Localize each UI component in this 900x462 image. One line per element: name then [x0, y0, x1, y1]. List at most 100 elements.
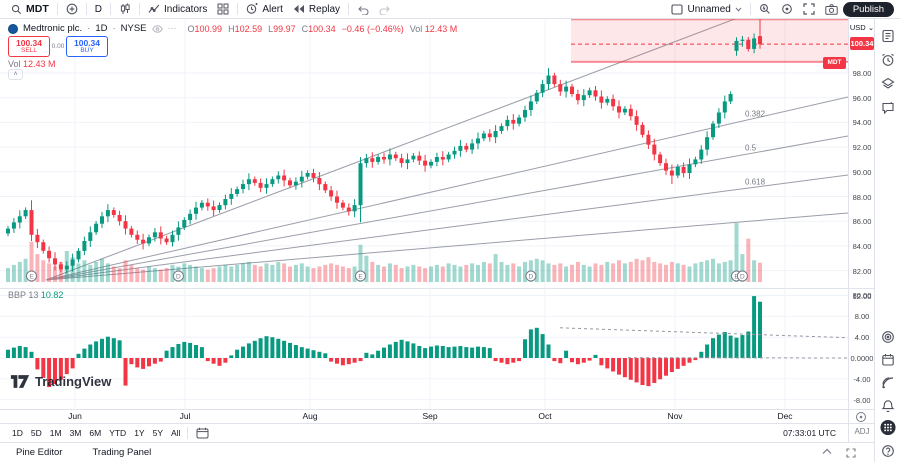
chat-icon[interactable] — [880, 100, 896, 116]
range-5y[interactable]: 5Y — [152, 428, 163, 438]
month-label-jun: Jun — [68, 411, 82, 421]
settings-button[interactable] — [776, 1, 798, 17]
replay-button[interactable]: Replay — [288, 1, 345, 17]
legend-interval[interactable]: 1D — [95, 23, 108, 34]
svg-text:D: D — [529, 274, 534, 281]
panel-expand-up-icon[interactable] — [822, 448, 832, 458]
chart-region[interactable]: 0.382 0.5 0.618 E D E D E D Medtronic plc. · 1D … — [0, 19, 848, 409]
bbp-legend: BBP 13 10.82 — [8, 290, 64, 300]
alert-clock-icon — [247, 3, 258, 14]
clock-utc[interactable]: 07:33:01 UTC — [783, 428, 836, 438]
quick-search-button[interactable] — [754, 1, 776, 17]
spread-value: 0.00 — [51, 43, 65, 50]
svg-text:D: D — [740, 274, 745, 281]
volume-layer — [6, 223, 762, 283]
settings-gear-icon — [781, 4, 792, 14]
undo-button[interactable] — [352, 1, 374, 17]
change-readout: −0.46 (−0.46%) — [341, 23, 404, 34]
eye-icon[interactable] — [151, 24, 163, 33]
adjusted-data-toggle[interactable]: ADJ — [854, 427, 870, 436]
time-axis-border — [0, 409, 874, 410]
redo-button[interactable] — [374, 1, 396, 17]
bbp-tick-label: 12.00 — [852, 291, 872, 301]
bbp-guide-lines[interactable] — [559, 327, 848, 359]
indicator-templates-button[interactable] — [212, 1, 234, 17]
panel-maximize-icon[interactable] — [846, 447, 856, 458]
legend-exchange[interactable]: NYSE — [120, 23, 147, 34]
redo-icon — [379, 5, 390, 15]
candlestick-icon — [120, 3, 130, 14]
chart-style-button[interactable] — [114, 1, 136, 17]
go-to-date-button[interactable] — [191, 425, 214, 441]
range-selector: 1D 5D 1M 3M 6M YTD 1Y 5Y All — [8, 428, 184, 438]
currency-select[interactable]: USD ⌄ — [849, 23, 875, 32]
quick-search-icon — [759, 4, 770, 14]
search-icon — [11, 4, 22, 14]
price-tick-label: 94.00 — [852, 118, 872, 128]
month-label-sep: Sep — [422, 411, 438, 421]
bbp-tick-label: 8.00 — [854, 312, 870, 322]
scale-settings-icon[interactable] — [855, 411, 867, 423]
indicators-button[interactable]: Indicators — [143, 1, 212, 17]
interval-button[interactable]: D — [90, 1, 107, 17]
calendar-icon[interactable] — [880, 352, 896, 368]
publish-label: Publish — [852, 3, 884, 15]
notifications-bell-icon[interactable] — [880, 398, 896, 414]
range-all[interactable]: All — [171, 428, 181, 438]
bbp-tick-label: -8.00 — [853, 395, 871, 405]
month-label-aug: Aug — [302, 411, 318, 421]
alert-button[interactable]: Alert — [241, 1, 288, 17]
range-1y[interactable]: 1Y — [134, 428, 145, 438]
svg-text:0.618: 0.618 — [745, 178, 766, 187]
help-icon[interactable] — [880, 443, 896, 459]
time-axis[interactable]: Jun Jul Aug Sep Oct Nov Dec — [0, 410, 848, 423]
price-axis[interactable]: USD ⌄ 98.00 96.00 94.00 92.00 90.00 88.00 86.0… — [848, 19, 874, 409]
range-1m[interactable]: 1M — [49, 428, 62, 438]
price-tick-label: 90.00 — [852, 167, 872, 177]
ideas-stream-icon[interactable] — [880, 375, 896, 391]
watchlist-icon[interactable] — [880, 28, 896, 44]
pane-separator[interactable] — [0, 288, 874, 289]
camera-icon — [825, 3, 838, 15]
watermark-text: TradingView — [35, 374, 112, 389]
tab-pine-editor[interactable]: Pine Editor — [16, 447, 63, 458]
status-bar: Pine Editor Trading Panel — [0, 443, 874, 462]
apps-grid-icon[interactable] — [880, 419, 896, 435]
candles-layer — [6, 19, 762, 274]
sell-button[interactable]: 100.34 SELL — [8, 36, 50, 57]
range-ytd[interactable]: YTD — [109, 428, 127, 438]
buy-price: 100.34 — [74, 37, 100, 48]
price-tick-label: 88.00 — [852, 192, 872, 202]
object-tree-icon[interactable] — [880, 76, 896, 92]
svg-text:E: E — [358, 274, 363, 281]
target-icon[interactable] — [880, 329, 896, 345]
top-toolbar: MDT D Indicators Alert Replay — [0, 0, 900, 19]
layout-select-button[interactable]: Unnamed — [666, 1, 746, 17]
bbp-tick-label: 4.00 — [854, 333, 870, 343]
range-5d[interactable]: 5D — [30, 428, 42, 438]
alarm-clock-icon[interactable] — [880, 52, 896, 68]
range-6m[interactable]: 6M — [89, 428, 102, 438]
svg-text:0.382: 0.382 — [745, 110, 766, 119]
buy-button[interactable]: 100.34 BUY — [66, 36, 108, 57]
legend-menu-icon[interactable]: ⋯ — [167, 23, 177, 33]
publish-button[interactable]: Publish — [842, 1, 894, 17]
ohlc-readout: O100.99 H102.59 L99.97 C100.34 −0.46 (−0… — [187, 23, 458, 34]
legend-collapse-button[interactable]: ˄ — [8, 69, 23, 80]
snapshot-button[interactable] — [820, 1, 843, 17]
fullscreen-button[interactable] — [798, 1, 820, 17]
symbol-name: MDT — [26, 3, 49, 15]
tab-trading-panel[interactable]: Trading Panel — [92, 447, 152, 458]
range-1d[interactable]: 1D — [12, 428, 23, 438]
legend-title[interactable]: Medtronic plc. — [23, 23, 83, 34]
alert-label: Alert — [262, 3, 283, 15]
symbol-search-button[interactable]: MDT — [6, 1, 54, 17]
price-tick-label: 80.00 — [852, 291, 872, 301]
fullscreen-icon — [803, 3, 815, 15]
axis-corner: ADJ — [848, 410, 874, 442]
range-3m[interactable]: 3M — [69, 428, 82, 438]
compare-add-button[interactable] — [61, 1, 83, 17]
supply-zone[interactable] — [571, 19, 848, 63]
